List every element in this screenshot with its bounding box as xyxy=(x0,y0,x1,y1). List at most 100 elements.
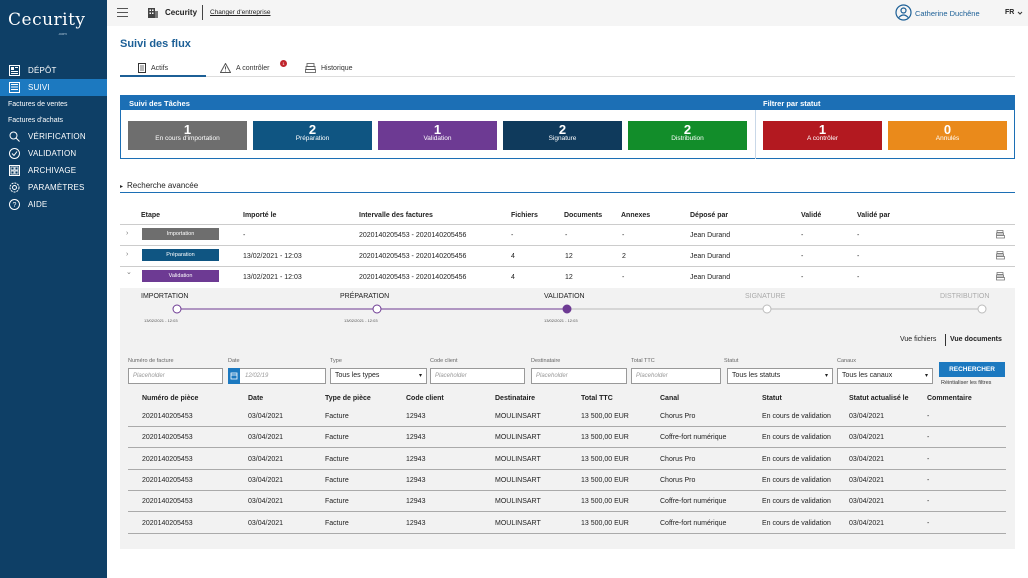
cell-commentaire: - xyxy=(927,434,930,442)
search-button[interactable]: RECHERCHER xyxy=(939,362,1005,377)
task-card-importation[interactable]: 1 En cours d'importation xyxy=(128,121,247,150)
status-card-a-controler[interactable]: 1 A contrôler xyxy=(763,121,882,150)
col-header-documents: Documents xyxy=(564,212,603,219)
cell-destinataire: MOULINSART xyxy=(495,455,541,463)
cell-type: Facture xyxy=(325,498,349,506)
table-row[interactable]: 2020140205453 03/04/2021 Facture 12943 MOULI… xyxy=(128,427,1006,449)
sidebar-sub-factures-achats[interactable]: Factures d'achats xyxy=(0,112,107,128)
status-card-annules[interactable]: 0 Annulés xyxy=(888,121,1007,150)
user-name[interactable]: Catherine Duchêne xyxy=(915,9,980,18)
advanced-search-toggle[interactable]: ▸ Recherche avancée xyxy=(120,181,198,190)
cell-fichiers: - xyxy=(511,232,514,239)
table-row[interactable]: 2020140205453 03/04/2021 Facture 12943 MOULI… xyxy=(128,470,1006,491)
cell-statut-date: 03/04/2021 xyxy=(849,434,885,442)
filter-status-title: Filtrer par statut xyxy=(763,99,821,108)
table-row[interactable]: 2020140205453 03/04/2021 Facture 12943 MOULI… xyxy=(128,491,1006,513)
cell-canal: Coffre-fort numérique xyxy=(660,498,727,506)
chevron-down-icon[interactable] xyxy=(1017,9,1023,18)
col-header-etape: Etape xyxy=(141,212,161,219)
table-row[interactable]: › Importation - 2020140205453 - 20201402… xyxy=(120,224,1015,245)
tab-a-controler[interactable]: A contrôler xyxy=(220,63,269,73)
cell-depose: Jean Durand xyxy=(690,253,731,260)
divider xyxy=(202,5,203,20)
hamburger-menu-icon[interactable] xyxy=(117,8,128,17)
tab-historique[interactable]: Historique xyxy=(305,63,353,73)
sidebar-sub-factures-ventes[interactable]: Factures de ventes xyxy=(0,96,107,112)
col-header-numero: Numéro de pièce xyxy=(142,395,199,402)
change-company-link[interactable]: Changer d'entreprise xyxy=(210,9,271,16)
check-circle-icon xyxy=(8,148,20,160)
sidebar-item-verification[interactable]: VÉRIFICATION xyxy=(0,128,107,145)
sidebar-item-label: VALIDATION xyxy=(28,149,77,158)
chevron-down-icon[interactable]: ⌄ xyxy=(126,269,132,276)
sidebar-item-aide[interactable]: ? AIDE xyxy=(0,196,107,213)
cell-canal: Chorus Pro xyxy=(660,476,696,484)
sidebar-item-parametres[interactable]: PARAMÈTRES xyxy=(0,179,107,196)
sidebar-item-depot[interactable]: DÉPÔT xyxy=(0,62,107,79)
suivi-icon xyxy=(8,82,20,94)
cell-annexes: - xyxy=(622,274,625,281)
col-header-statut-date: Statut actualisé le xyxy=(849,395,909,402)
col-header-depose: Déposé par xyxy=(690,212,729,219)
total-ttc-input[interactable]: Placeholder xyxy=(631,368,721,384)
sidebar-item-label: AIDE xyxy=(28,200,48,209)
cell-type: Facture xyxy=(325,455,349,463)
user-avatar-icon[interactable] xyxy=(895,4,912,23)
cell-destinataire: MOULINSART xyxy=(495,498,541,506)
status-select[interactable]: Tous les statuts ▾ xyxy=(727,368,833,384)
table-row[interactable]: › Préparation 13/02/2021 - 12:03 2020140… xyxy=(120,245,1015,266)
client-code-input[interactable]: Placeholder xyxy=(430,368,525,384)
cell-type: Facture xyxy=(325,476,349,484)
sidebar-item-label: PARAMÈTRES xyxy=(28,183,85,192)
channels-select[interactable]: Tous les canaux ▾ xyxy=(837,368,933,384)
stack-icon[interactable] xyxy=(996,272,1005,283)
logo: Cecurity xyxy=(8,10,86,30)
chevron-right-icon[interactable]: › xyxy=(126,251,129,258)
col-header-fichiers: Fichiers xyxy=(511,212,538,219)
view-files-toggle[interactable]: Vue fichiers xyxy=(900,336,937,343)
sidebar: Cecurity .com DÉPÔT SUIVI Factures de ve… xyxy=(0,0,107,578)
table-row[interactable]: 2020140205453 03/04/2021 Facture 12943 MOULI… xyxy=(128,513,1006,534)
sidebar-item-validation[interactable]: VALIDATION xyxy=(0,145,107,162)
cell-canal: Coffre-fort numérique xyxy=(660,434,727,442)
archive-icon xyxy=(8,165,20,177)
type-select-value: Tous les types xyxy=(335,372,380,379)
task-card-distribution[interactable]: 2 Distribution xyxy=(628,121,747,150)
alert-count-badge: 1 xyxy=(280,60,287,67)
timeline-step-signature: SIGNATURE xyxy=(745,293,786,300)
stack-icon[interactable] xyxy=(996,230,1005,241)
invoice-number-input[interactable]: Placeholder xyxy=(128,368,223,384)
timeline-date: 13/02/2021 - 12:03 xyxy=(544,318,578,323)
language-selector[interactable]: FR xyxy=(1005,9,1015,16)
sidebar-item-suivi[interactable]: SUIVI xyxy=(0,79,107,96)
cell-importe: 13/02/2021 - 12:03 xyxy=(243,274,302,281)
date-input[interactable]: 12/02/19 xyxy=(228,368,326,384)
tab-actifs[interactable]: Actifs xyxy=(138,63,168,73)
tab-label: Historique xyxy=(321,64,353,72)
table-row[interactable]: 2020140205453 03/04/2021 Facture 12943 MOULI… xyxy=(128,449,1006,470)
search-icon xyxy=(8,131,20,143)
stage-pill: Validation xyxy=(142,270,219,282)
chevron-down-icon: ▾ xyxy=(824,373,828,379)
reset-filters-link[interactable]: Réintialiser les filtres xyxy=(941,380,992,386)
cell-date: 03/04/2021 xyxy=(248,498,284,506)
sidebar-item-archivage[interactable]: ARCHIVAGE xyxy=(0,162,107,179)
view-documents-toggle[interactable]: Vue documents xyxy=(950,336,1002,343)
card-count: 2 xyxy=(558,122,567,137)
task-card-preparation[interactable]: 2 Préparation xyxy=(253,121,372,150)
chevron-right-icon[interactable]: › xyxy=(126,230,129,237)
table-row[interactable]: ⌄ Validation 13/02/2021 - 12:03 20201402… xyxy=(120,266,1015,287)
card-count: 1 xyxy=(183,122,192,137)
cell-valide-par: - xyxy=(857,232,860,239)
stack-icon[interactable] xyxy=(996,251,1005,262)
cell-numero: 2020140205453 xyxy=(142,455,193,463)
panel-header: Suivi des Tâches Filtrer par statut xyxy=(121,96,1014,110)
table-row[interactable]: 2020140205453 03/04/2021 Facture 12943 MOULI… xyxy=(128,406,1006,427)
task-card-signature[interactable]: 2 Signature xyxy=(503,121,622,150)
calendar-icon[interactable] xyxy=(228,368,240,384)
recipient-input[interactable]: Placeholder xyxy=(531,368,627,384)
task-card-validation[interactable]: 1 Validation xyxy=(378,121,497,150)
type-select[interactable]: Tous les types ▾ xyxy=(330,368,427,384)
filter-label: Type xyxy=(330,358,342,364)
cell-canal: Chorus Pro xyxy=(660,413,696,420)
